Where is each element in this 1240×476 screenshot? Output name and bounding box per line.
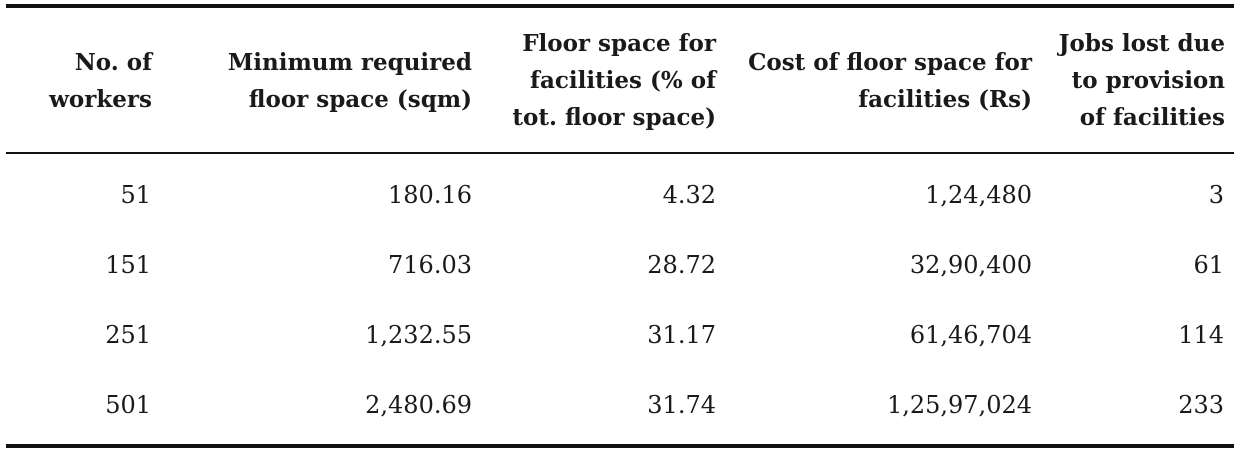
header-jobs-lost: Jobs lost due to provision of facilities xyxy=(1042,6,1234,153)
header-line: floor space (sqm) xyxy=(248,85,472,113)
table-header: No. of workers Minimum required floor sp… xyxy=(6,6,1234,153)
cell-cost: 61,46,704 xyxy=(909,321,1032,349)
cell-floor-space-pct: 4.32 xyxy=(662,181,716,209)
header-row: No. of workers Minimum required floor sp… xyxy=(6,6,1234,153)
cell-min-floor-space: 180.16 xyxy=(388,181,472,209)
table-body: 51 180.16 4.32 1,24,480 3 151 716.03 28.… xyxy=(6,153,1234,446)
cell-cost: 1,24,480 xyxy=(925,181,1032,209)
header-no-of-workers: No. of workers xyxy=(6,6,161,153)
cell-workers: 51 xyxy=(120,181,151,209)
cell-jobs-lost: 3 xyxy=(1208,181,1224,209)
table-row: 251 1,232.55 31.17 61,46,704 114 xyxy=(6,300,1234,370)
header-cost-floor-space: Cost of floor space for facilities (Rs) xyxy=(726,6,1042,153)
header-line: facilities (Rs) xyxy=(858,85,1032,113)
header-line: Minimum required xyxy=(227,48,472,76)
cell-min-floor-space: 1,232.55 xyxy=(365,321,472,349)
cell-floor-space-pct: 31.17 xyxy=(647,321,716,349)
cell-workers: 251 xyxy=(105,321,151,349)
table-row: 151 716.03 28.72 32,90,400 61 xyxy=(6,230,1234,300)
cell-floor-space-pct: 31.74 xyxy=(647,391,716,419)
cell-jobs-lost: 233 xyxy=(1178,391,1224,419)
cell-workers: 151 xyxy=(105,251,151,279)
header-line: of facilities xyxy=(1079,104,1225,131)
cell-cost: 1,25,97,024 xyxy=(886,391,1032,419)
cell-jobs-lost: 114 xyxy=(1178,321,1224,349)
facilities-cost-table: No. of workers Minimum required floor sp… xyxy=(6,4,1234,448)
cell-min-floor-space: 716.03 xyxy=(388,251,472,279)
table-row: 51 180.16 4.32 1,24,480 3 xyxy=(6,153,1234,230)
table-row: 501 2,480.69 31.74 1,25,97,024 233 xyxy=(6,370,1234,446)
data-table-container: No. of workers Minimum required floor sp… xyxy=(6,4,1234,448)
header-line: No. of xyxy=(74,48,152,76)
header-line: Jobs lost due xyxy=(1058,30,1225,57)
header-line: facilities (% of xyxy=(530,67,716,94)
cell-floor-space-pct: 28.72 xyxy=(647,251,716,279)
cell-jobs-lost: 61 xyxy=(1193,251,1224,279)
header-line: Floor space for xyxy=(522,30,716,57)
cell-workers: 501 xyxy=(105,391,151,419)
cell-min-floor-space: 2,480.69 xyxy=(365,391,472,419)
header-line: tot. floor space) xyxy=(512,104,716,131)
header-min-floor-space: Minimum required floor space (sqm) xyxy=(161,6,482,153)
header-line: to provision xyxy=(1071,67,1225,94)
header-line: workers xyxy=(49,85,152,113)
header-line: Cost of floor space for xyxy=(748,48,1032,76)
header-floor-space-pct: Floor space for facilities (% of tot. fl… xyxy=(482,6,726,153)
cell-cost: 32,90,400 xyxy=(909,251,1032,279)
